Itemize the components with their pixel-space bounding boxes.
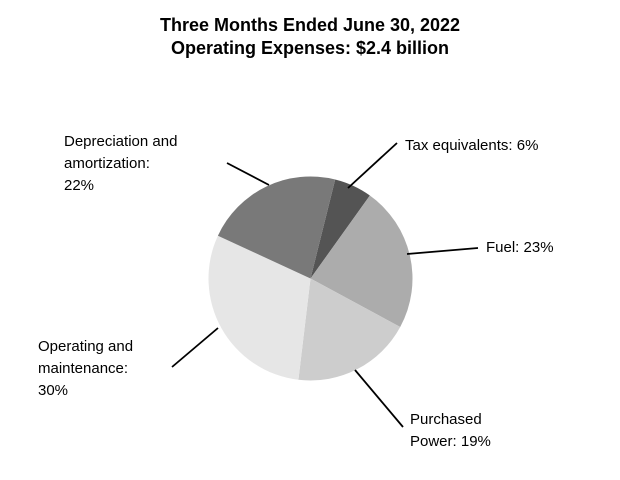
label-fuel: Fuel: 23% [486, 239, 554, 256]
leader-line-tax [347, 142, 398, 189]
pie-slice-fuel [310, 195, 413, 328]
label-depreciation-and-amortization: Depreciation and amortization: 22% [64, 133, 178, 194]
leader-line-depreciation [226, 162, 270, 186]
leader-line-purchased [354, 369, 404, 428]
label-tax-equivalents: Tax equivalents: 6% [405, 137, 539, 154]
chart-title: Three Months Ended June 30, 2022 Operati… [0, 14, 620, 60]
pie-slice-purchased-power [298, 278, 401, 381]
pie-slice-depreciation-and-amortization [217, 176, 336, 279]
chart-title-line1: Three Months Ended June 30, 2022 [159, 15, 461, 35]
label-purchased-power: Purchased Power: 19% [410, 411, 491, 450]
chart-title-line2: Operating Expenses: $2.4 billion [170, 38, 450, 58]
leader-line-fuel [406, 247, 479, 255]
leader-line-operating [171, 327, 219, 368]
label-operating-and-maintenance: Operating and maintenance: 30% [38, 338, 134, 399]
pie-slice-tax-equivalents [310, 179, 370, 279]
pie-slice-operating-and-maintenance [208, 235, 311, 380]
